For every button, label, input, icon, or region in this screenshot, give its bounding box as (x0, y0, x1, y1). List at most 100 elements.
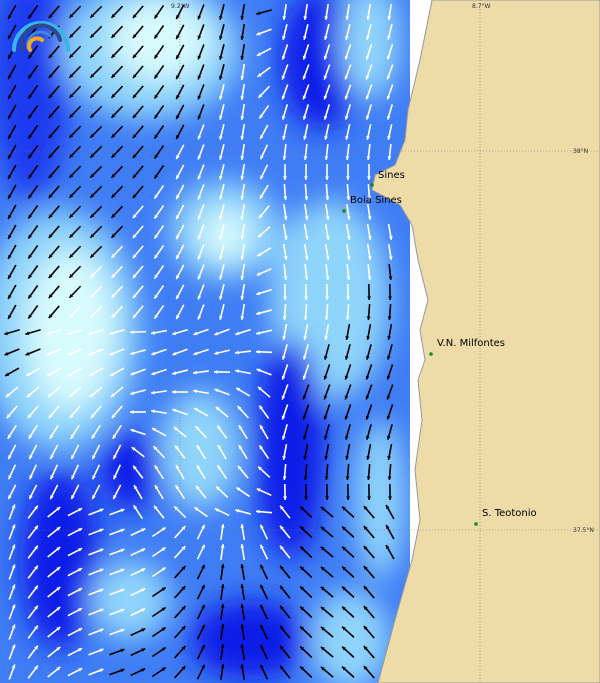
current-arrow (193, 407, 209, 417)
current-arrow (345, 463, 350, 481)
current-arrow (109, 528, 125, 536)
current-arrow (325, 183, 330, 201)
current-arrow (7, 104, 17, 120)
current-arrow (91, 444, 101, 460)
current-arrow (196, 644, 206, 660)
current-arrow (89, 105, 103, 119)
current-arrow (174, 484, 186, 500)
current-arrow (386, 424, 393, 440)
current-arrow (8, 524, 16, 540)
current-arrow (283, 483, 287, 501)
current-arrow (89, 225, 103, 239)
current-arrow (197, 104, 205, 120)
current-arrow (386, 84, 394, 100)
current-arrow (259, 184, 269, 200)
current-arrow (197, 4, 205, 20)
current-arrow (387, 243, 393, 261)
current-arrow (110, 305, 124, 319)
current-arrow (67, 607, 83, 617)
current-arrow (151, 546, 167, 558)
current-arrow (132, 504, 144, 520)
current-arrow (89, 205, 103, 219)
current-arrow (235, 387, 251, 397)
current-arrow (27, 85, 39, 99)
current-arrow (47, 566, 61, 578)
current-arrow (240, 143, 246, 161)
current-arrow (234, 369, 252, 375)
current-arrow (48, 265, 60, 279)
current-arrow (325, 203, 330, 221)
current-arrow (112, 424, 122, 440)
current-arrow (259, 144, 269, 160)
place-label-milfontes: V.N. Milfontes (437, 338, 506, 349)
current-arrow (109, 668, 125, 676)
current-arrow (299, 545, 313, 559)
current-arrow (175, 204, 185, 220)
current-arrow (256, 28, 272, 36)
current-arrow (279, 505, 291, 519)
current-arrow (110, 225, 124, 239)
current-arrow (346, 263, 351, 281)
current-arrow (8, 644, 16, 660)
current-arrow (27, 5, 39, 19)
current-arrow (220, 583, 225, 601)
current-arrow (320, 646, 334, 658)
current-arrow (341, 606, 355, 618)
current-arrow (192, 370, 210, 375)
current-arrow (344, 84, 352, 100)
current-arrow (174, 665, 186, 679)
current-arrow (344, 344, 351, 360)
current-arrow (153, 4, 165, 20)
current-arrow (46, 348, 62, 356)
current-arrow (283, 203, 288, 221)
current-arrow (240, 3, 246, 21)
current-arrow (193, 328, 209, 336)
current-arrow (193, 348, 209, 356)
current-arrow (282, 243, 288, 261)
current-arrow (197, 184, 205, 200)
current-arrow (48, 45, 60, 59)
current-arrow (8, 544, 16, 560)
current-arrow (175, 284, 185, 300)
current-arrow (153, 44, 165, 60)
current-arrow (219, 204, 225, 220)
current-arrow (240, 223, 246, 241)
current-arrow (70, 424, 80, 440)
current-arrow (365, 384, 373, 400)
current-arrow (48, 305, 60, 319)
current-arrow (216, 464, 228, 480)
current-arrow (174, 645, 186, 659)
current-arrow (175, 64, 185, 80)
current-arrow (283, 183, 288, 201)
current-arrow (67, 547, 83, 557)
current-arrow (386, 344, 393, 360)
current-arrow (196, 464, 206, 480)
current-arrow (366, 463, 371, 481)
current-arrow (133, 484, 143, 500)
current-arrow (367, 283, 372, 301)
current-arrow (153, 184, 165, 200)
current-arrow (197, 264, 205, 280)
current-arrow (220, 643, 225, 661)
current-arrow (68, 145, 82, 159)
current-arrow (153, 284, 165, 300)
current-arrow (324, 443, 330, 461)
current-arrow (25, 348, 41, 356)
current-arrow (385, 544, 395, 560)
current-arrow (132, 165, 144, 179)
current-arrow (219, 224, 225, 240)
current-arrow (88, 648, 104, 656)
current-arrow (88, 508, 104, 516)
current-arrow (175, 224, 185, 240)
current-arrow (109, 367, 125, 377)
current-arrow (89, 5, 103, 19)
current-arrow (91, 424, 101, 440)
current-arrow (363, 525, 375, 539)
current-arrow (27, 285, 39, 299)
current-arrow (196, 584, 206, 600)
current-arrow (91, 484, 101, 500)
current-arrow (325, 283, 330, 301)
current-arrow (153, 64, 165, 80)
current-arrow (153, 164, 165, 180)
